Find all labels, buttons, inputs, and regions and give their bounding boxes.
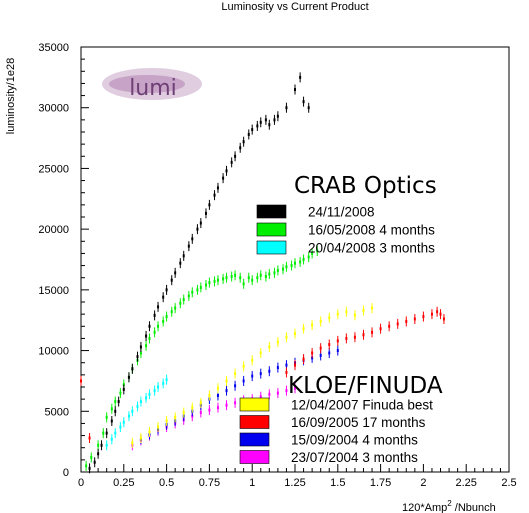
legend-swatch xyxy=(239,397,270,412)
x-tick-label: 1.25 xyxy=(284,477,305,489)
legend-entry: 20/04/2008 3 months xyxy=(308,241,435,256)
plot-area: 0 0.25 0.5 0.75 1 1.25 1.5 1.75 2 2.25 2.5 0 5000 100… xyxy=(38,42,516,489)
logo-text: lumi xyxy=(129,76,177,101)
legend-heading-crab: CRAB Optics xyxy=(294,173,437,199)
legend-swatch xyxy=(239,432,270,447)
legend-swatch xyxy=(239,450,270,464)
legend-entry: 15/09/2004 4 months xyxy=(291,433,418,448)
legend-entry: 23/07/2004 3 months xyxy=(291,450,418,465)
y-axis-label: luminosity/1e28 xyxy=(5,58,17,134)
series-points xyxy=(85,246,319,471)
y-tick-label: 5000 xyxy=(45,406,69,418)
legend-swatch xyxy=(256,240,287,255)
x-axis-label: 120*Amp2 /Nbunch xyxy=(402,499,496,513)
y-tick-label: 30000 xyxy=(38,103,69,115)
y-tick-label: 15000 xyxy=(38,285,69,297)
legend-heading-kloe: KLOE/FINUDA xyxy=(288,373,443,399)
legend-kloe: KLOE/FINUDA 12/04/2007 Finuda best 16/09/… xyxy=(239,373,443,465)
lumi-logo: lumi xyxy=(102,68,202,101)
legend-swatch xyxy=(256,204,287,219)
series-points xyxy=(88,72,310,474)
x-tick-label: 1.5 xyxy=(330,477,345,489)
y-tick-label: 0 xyxy=(63,467,69,479)
y-tick-label: 10000 xyxy=(38,346,69,358)
x-tick-label: 1.75 xyxy=(370,477,391,489)
legend-entry: 16/09/2005 17 months xyxy=(291,415,426,430)
logo-swoosh-inner xyxy=(109,75,185,93)
legend-swatch xyxy=(256,222,287,237)
series-points xyxy=(131,303,374,448)
series-points xyxy=(80,306,445,443)
x-tick-label: 1 xyxy=(249,477,255,489)
series-points xyxy=(131,383,296,451)
y-tick-label: 25000 xyxy=(38,163,69,175)
x-tick-label: 0.25 xyxy=(113,477,134,489)
x-axis-label-suffix: /Nbunch xyxy=(452,502,496,513)
x-axis-label-base: 120*Amp xyxy=(402,502,447,513)
legend-entry: 16/05/2008 4 months xyxy=(308,223,435,238)
legend-crab: CRAB Optics 24/11/2008 16/05/2008 4 month… xyxy=(256,173,437,256)
legend-entry: 24/11/2008 xyxy=(308,205,375,220)
legend-swatch xyxy=(239,415,270,429)
chart-title: Luminosity vs Current Product xyxy=(221,1,368,13)
legend-entry: 12/04/2007 Finuda best xyxy=(291,398,433,413)
x-tick-label: 2.25 xyxy=(455,477,476,489)
series-layer xyxy=(80,72,445,474)
x-tick-label: 2.5 xyxy=(501,477,516,489)
x-tick-label: 0.5 xyxy=(159,477,174,489)
y-tick-label: 20000 xyxy=(38,224,69,236)
x-tick-label: 0.75 xyxy=(199,477,220,489)
tick-layer: 0 0.25 0.5 0.75 1 1.25 1.5 1.75 2 2.25 2.5 0 5000 100… xyxy=(38,42,516,489)
x-tick-label: 0 xyxy=(78,477,84,489)
y-tick-label: 35000 xyxy=(38,42,69,54)
x-axis-label-exponent: 2 xyxy=(447,499,452,508)
x-tick-label: 2 xyxy=(420,477,426,489)
series-points xyxy=(105,374,168,451)
